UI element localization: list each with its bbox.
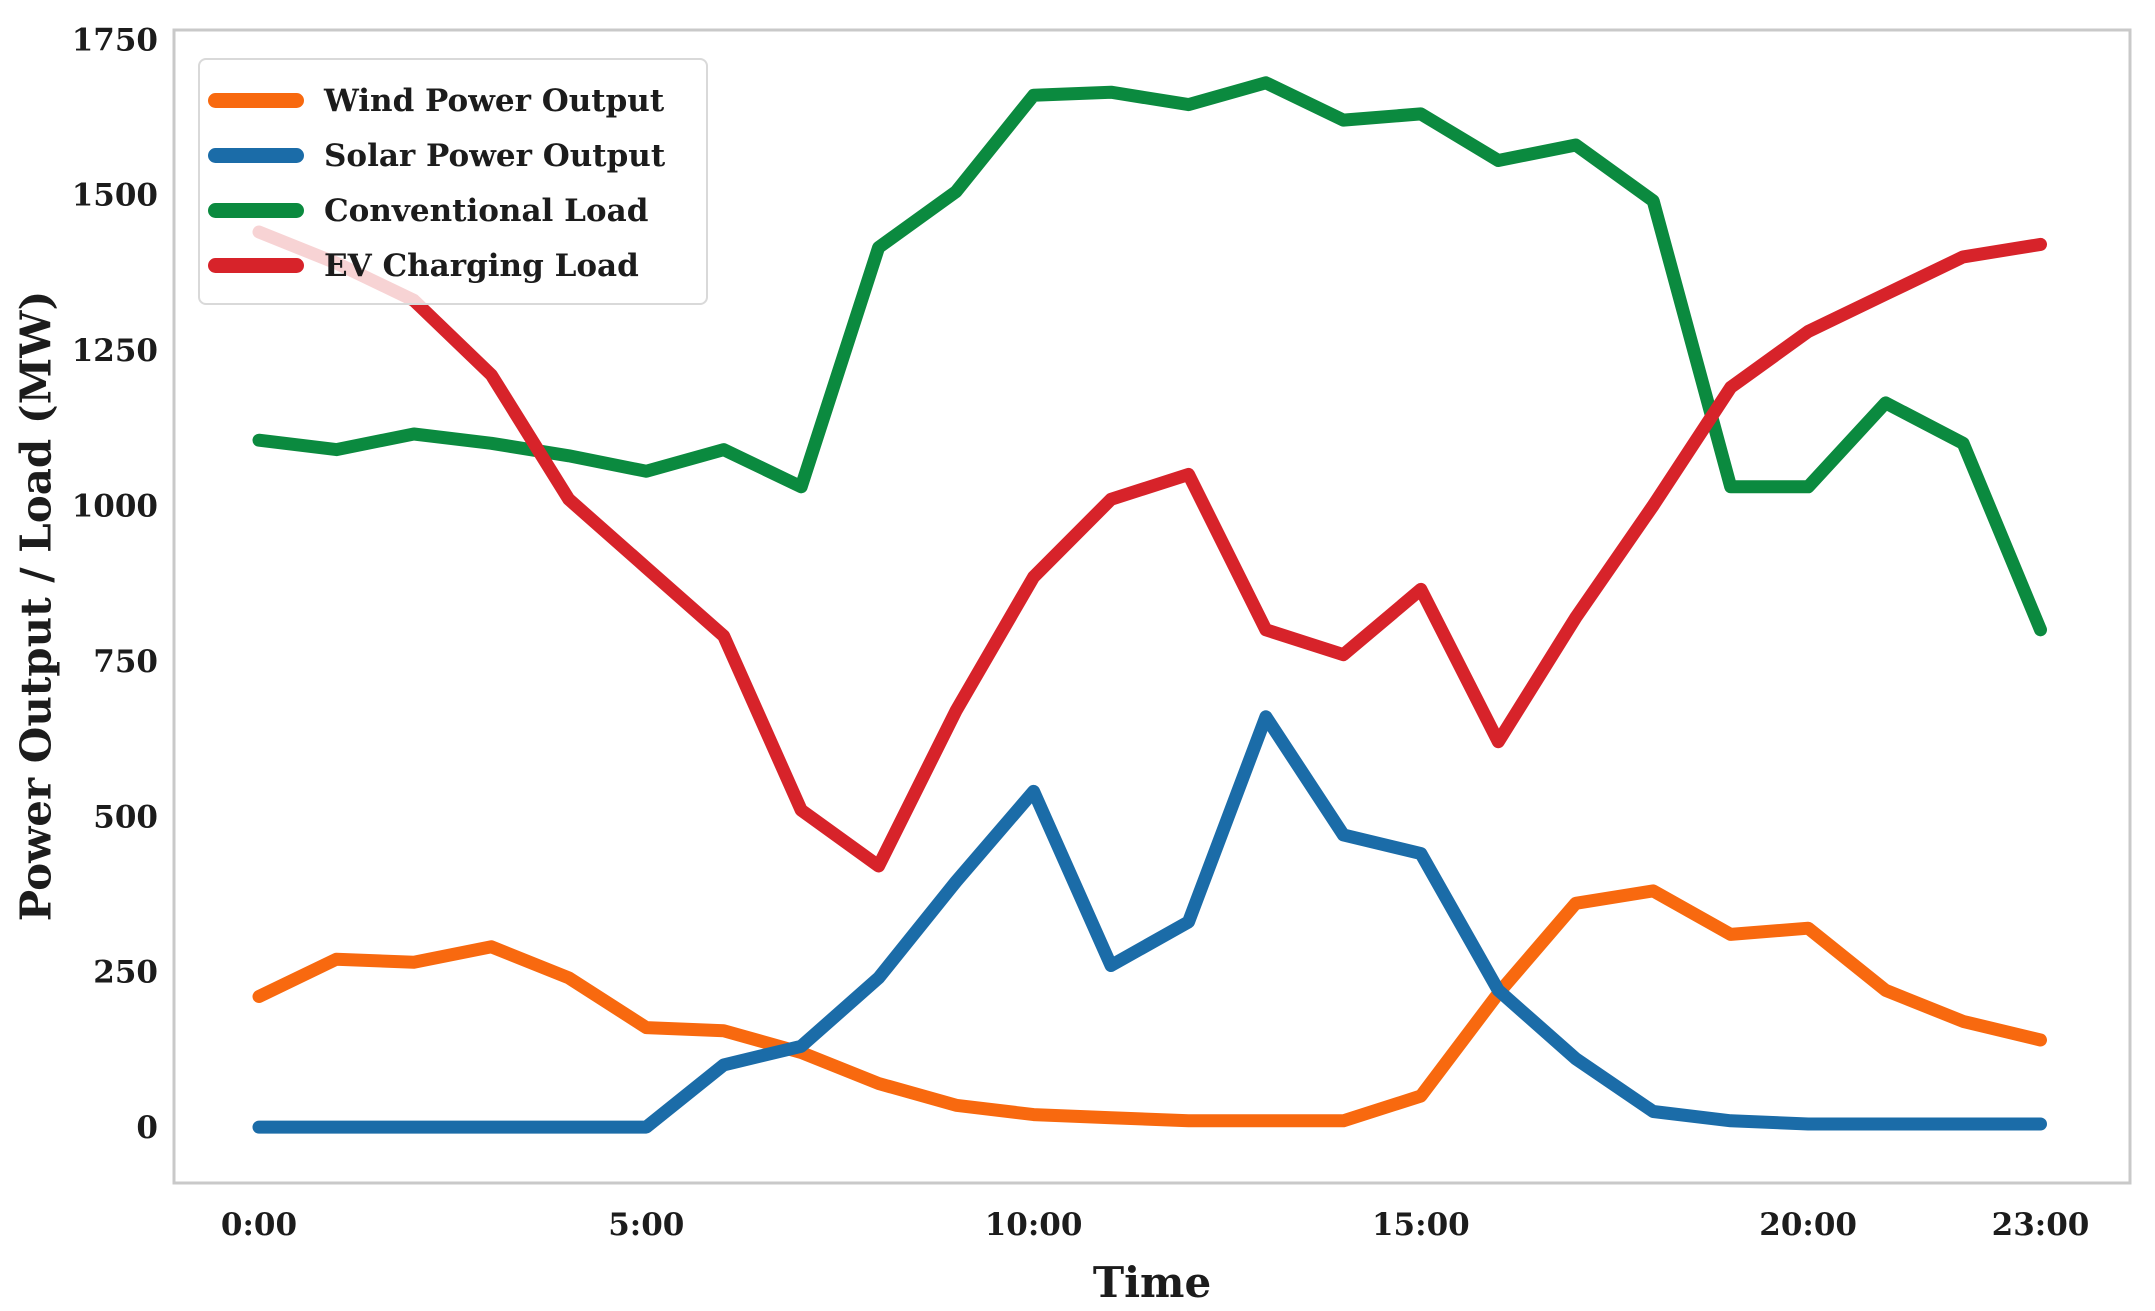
y-tick-label: 1250 [72,333,158,369]
x-tick-label: 5:00 [608,1207,684,1243]
legend-label: Wind Power Output [324,82,665,119]
legend: Wind Power Output Solar Power Output Conve… [198,58,708,305]
y-tick-label: 500 [93,799,158,835]
y-tick-label: 1000 [72,488,158,524]
legend-swatch-solar-power-output [208,148,304,163]
legend-label: Conventional Load [324,192,649,229]
series-line-solar-power-output [252,710,2047,1134]
legend-entry-wind-power-output: Wind Power Output [208,73,706,128]
y-tick-label: 250 [93,955,158,991]
x-tick-label: 0:00 [221,1207,297,1243]
legend-swatch-wind-power-output [208,93,304,108]
y-tick-label: 0 [136,1110,158,1146]
plot-border [172,28,2132,1185]
y-tick-label: 750 [93,644,158,680]
series-line-ev-charging-load [252,225,2047,873]
y-tick-label: 1750 [72,22,158,58]
series-line-wind-power-output [252,884,2047,1128]
legend-label: EV Charging Load [324,247,639,284]
legend-label: Solar Power Output [324,137,666,174]
y-axis-title: Power Output / Load (MW) [11,290,61,922]
x-tick-label: 20:00 [1759,1207,1857,1243]
x-axis-title: Time [1092,1258,1212,1307]
legend-swatch-conventional-load [208,203,304,218]
x-tick-label: 15:00 [1372,1207,1470,1243]
legend-swatch-ev-charging-load [208,258,304,273]
legend-entry-conventional-load: Conventional Load [208,183,706,238]
x-tick-label: 10:00 [985,1207,1083,1243]
series-line-conventional-load [252,76,2047,637]
y-tick-label: 1500 [72,178,158,214]
legend-entry-solar-power-output: Solar Power Output [208,128,706,183]
legend-entry-ev-charging-load: EV Charging Load [208,238,706,293]
x-tick-label: 23:00 [1992,1207,2090,1243]
